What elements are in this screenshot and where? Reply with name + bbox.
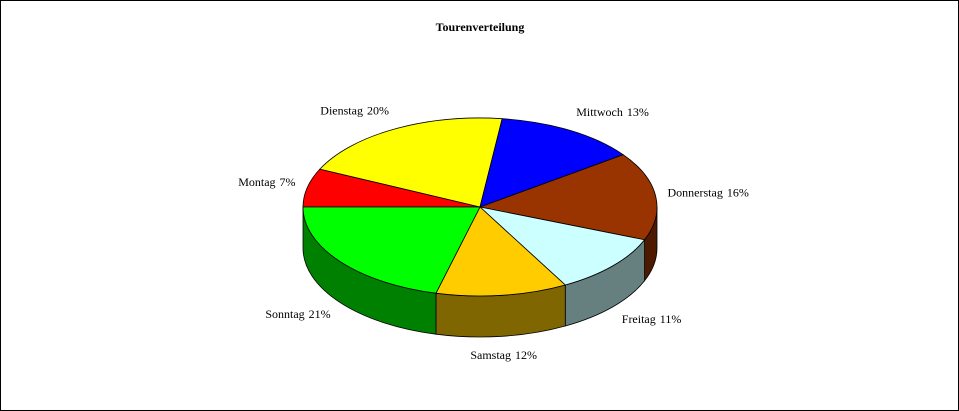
data-label: Freitag 11% [622,312,682,326]
value-label: 16% [727,185,749,199]
data-label: Dienstag 20% [320,103,389,117]
pie-slice [435,206,567,297]
value-label: 12% [515,348,537,362]
pie-slice [478,206,646,286]
data-label: Mittwoch 13% [576,105,649,119]
pie-slice [302,206,481,294]
category-label: Freitag [622,312,656,326]
value-label: 7% [280,175,296,189]
value-label: 13% [627,105,649,119]
value-label: 21% [309,307,331,321]
chart-title: Tourenverteilung [436,20,525,34]
category-label: Samstag [470,348,511,362]
data-label: Donnerstag 16% [668,185,749,199]
pie-slice [479,118,625,208]
category-label: Mittwoch [576,105,623,119]
pie-slice [478,154,658,241]
value-label: 20% [367,103,389,117]
category-label: Donnerstag [668,185,723,199]
data-label: Sonntag 21% [265,307,330,321]
data-label: Samstag 12% [470,348,537,362]
category-label: Dienstag [320,103,363,117]
pie-slice [319,117,503,208]
data-label: Montag 7% [238,175,295,189]
category-label: Montag [238,175,275,189]
category-label: Sonntag [265,307,304,321]
value-label: 11% [660,312,682,326]
